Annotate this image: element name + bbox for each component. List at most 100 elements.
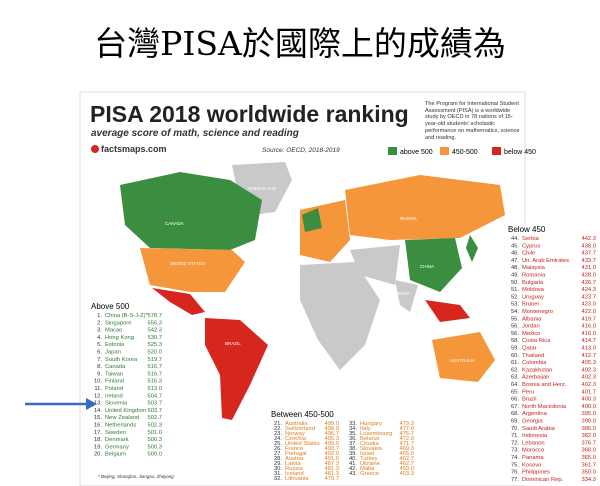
- africa: [300, 262, 380, 370]
- country: Ireland: [105, 393, 123, 399]
- country: Malaysia: [522, 265, 546, 271]
- country: Malta: [360, 466, 375, 472]
- country: Morocco: [522, 448, 544, 454]
- score: 442.3: [581, 236, 596, 242]
- logo: [91, 145, 99, 153]
- mexico: [152, 288, 205, 315]
- list-box: [268, 408, 418, 482]
- country: China (B-S-J-Z)*: [105, 313, 149, 319]
- map-label: CANADA: [165, 221, 184, 226]
- rank: 65.: [511, 389, 519, 395]
- score: 400.0: [581, 404, 596, 410]
- country: Belgium: [105, 452, 126, 458]
- score: 426.7: [581, 280, 596, 286]
- country: Lithuania: [285, 476, 309, 482]
- score: 477.0: [399, 426, 414, 432]
- rank: 35.: [349, 431, 357, 437]
- map-label: AUSTRALIA: [450, 358, 475, 363]
- country: Thailand: [522, 353, 544, 359]
- country: Israel: [360, 451, 374, 457]
- score: 519.7: [147, 357, 162, 363]
- country: Dominican Rep.: [522, 477, 564, 483]
- rank: 42.: [349, 466, 357, 472]
- legend-label: below 450: [504, 149, 536, 156]
- rank: 15.: [94, 415, 102, 421]
- score: 422.0: [581, 309, 596, 315]
- info-title: PISA 2018 worldwide ranking: [90, 101, 409, 127]
- score: 414.7: [581, 338, 596, 344]
- score: 503.7: [147, 401, 162, 407]
- score: 498.0: [324, 426, 339, 432]
- score: 516.7: [147, 364, 162, 370]
- score: 502.7: [147, 415, 162, 421]
- score: 402.3: [581, 382, 596, 388]
- rank: 43.: [349, 471, 357, 477]
- score: 424.3: [581, 287, 596, 293]
- south-america: [205, 318, 268, 420]
- country: France: [285, 446, 303, 452]
- score: 496.7: [324, 431, 339, 437]
- score: 401.7: [581, 389, 596, 395]
- score: 504.7: [147, 393, 162, 399]
- legend-swatch: [440, 147, 449, 155]
- score: 368.0: [581, 448, 596, 454]
- country: Latvia: [285, 461, 301, 467]
- country: Russia: [285, 466, 303, 472]
- country: Hungary: [360, 421, 382, 427]
- rank: 8.: [97, 364, 102, 370]
- score: 437.7: [581, 251, 596, 257]
- score: 556.3: [147, 320, 162, 326]
- score: 419.7: [581, 316, 596, 322]
- country: Indonesia: [522, 433, 548, 439]
- rank: 26.: [274, 446, 282, 452]
- rank: 38.: [349, 446, 357, 452]
- country: Lebanon: [522, 440, 545, 446]
- rank: 51.: [511, 287, 519, 293]
- country: Hong Kong: [105, 335, 134, 341]
- country: Bosnia and Herz.: [522, 382, 567, 388]
- rank: 41.: [349, 461, 357, 467]
- country: Ukraine: [360, 461, 380, 467]
- legend-swatch: [492, 147, 501, 155]
- southeast-asia: [425, 300, 470, 322]
- rank: 36.: [349, 436, 357, 442]
- score: 500.3: [147, 437, 162, 443]
- rank: 32.: [274, 476, 282, 482]
- country: Panama: [522, 455, 544, 461]
- score: 400.3: [581, 397, 596, 403]
- score: 390.0: [581, 419, 596, 425]
- rank: 50.: [511, 280, 519, 286]
- country: Netherlands: [105, 423, 136, 429]
- map-labels: GREENLAND CANADA UNITED STATES RUSSIA CHINA I…: [165, 186, 475, 363]
- rank: 75.: [511, 462, 519, 468]
- score: 462.7: [399, 456, 414, 462]
- list-title: Above 500: [91, 302, 130, 311]
- score: 513.0: [147, 386, 162, 392]
- score: 334.3: [581, 477, 596, 483]
- rank: 20.: [94, 452, 102, 458]
- score: 500.3: [147, 444, 162, 450]
- country: Costa Rica: [522, 338, 551, 344]
- country: Bulgaria: [522, 280, 544, 286]
- map-label: UNITED STATES: [170, 261, 205, 266]
- rank: 52.: [511, 294, 519, 300]
- arrow-head: [86, 398, 97, 410]
- score: 481.3: [324, 466, 339, 472]
- score: 495.0: [324, 441, 339, 447]
- country: South Korea: [105, 357, 138, 363]
- rank: 14.: [94, 408, 102, 414]
- score: 542.3: [147, 328, 162, 334]
- country: Serbia: [522, 236, 540, 242]
- list-title: Below 450: [508, 225, 546, 234]
- country: Philippines: [522, 470, 550, 476]
- score: 423.0: [581, 302, 596, 308]
- rank: 22.: [274, 426, 282, 432]
- japan: [466, 235, 478, 262]
- score: 495.3: [324, 436, 339, 442]
- country: Singapore: [105, 320, 131, 326]
- rank: 2.: [97, 320, 102, 326]
- country: Portugal: [285, 451, 307, 457]
- rank: 24.: [274, 436, 282, 442]
- ranking-lists: Above 500 1. China (B-S-J-Z)* 578.7 2. Singap…: [88, 223, 600, 486]
